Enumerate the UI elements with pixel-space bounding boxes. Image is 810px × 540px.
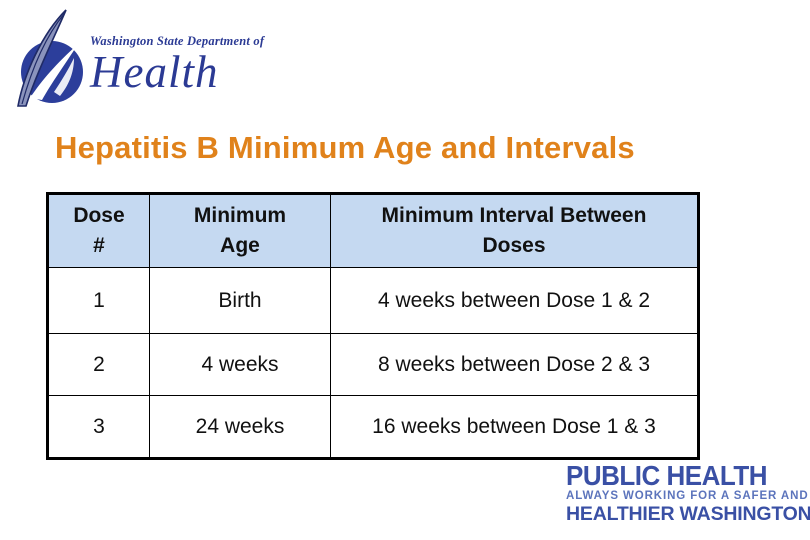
cell-minimum-age: Birth bbox=[149, 267, 331, 334]
column-header-minimum-interval: Minimum Interval Between Doses bbox=[330, 193, 699, 268]
doh-health-word: Health bbox=[90, 47, 219, 97]
column-header-dose-number: Dose # bbox=[47, 193, 150, 268]
doh-logo-text: Washington State Department of Health bbox=[90, 34, 265, 97]
cell-dose-number: 1 bbox=[47, 267, 150, 334]
table-row: 3 24 weeks 16 weeks between Dose 1 & 3 bbox=[47, 395, 699, 459]
table-row: 2 4 weeks 8 weeks between Dose 2 & 3 bbox=[47, 333, 699, 396]
doh-department-line: Washington State Department of bbox=[90, 34, 265, 48]
public-health-wordmark-line1: PUBLIC HEALTH bbox=[566, 459, 768, 492]
dose-schedule-table: Dose # Minimum Age Minimum Interval Betw… bbox=[46, 192, 700, 460]
table-row: 1 Birth 4 weeks between Dose 1 & 2 bbox=[47, 267, 699, 334]
cell-minimum-age: 4 weeks bbox=[149, 333, 331, 396]
page-title: Hepatitis B Minimum Age and Intervals bbox=[55, 130, 635, 165]
doh-emblem-icon bbox=[17, 9, 83, 107]
cell-minimum-interval: 8 weeks between Dose 2 & 3 bbox=[330, 333, 699, 396]
public-health-tagline: ALWAYS WORKING FOR A SAFER AND bbox=[566, 490, 809, 502]
cell-dose-number: 2 bbox=[47, 333, 150, 396]
cell-minimum-interval: 16 weeks between Dose 1 & 3 bbox=[330, 395, 699, 459]
cell-minimum-age: 24 weeks bbox=[149, 395, 331, 459]
table-header-row: Dose # Minimum Age Minimum Interval Betw… bbox=[47, 193, 699, 268]
cell-minimum-interval: 4 weeks between Dose 1 & 2 bbox=[330, 267, 699, 334]
public-health-wordmark-line3: HEALTHIER WASHINGTON bbox=[566, 502, 810, 525]
column-header-minimum-age: Minimum Age bbox=[149, 193, 331, 268]
public-health-logo: PUBLIC HEALTH ALWAYS WORKING FOR A SAFER… bbox=[566, 459, 810, 525]
doh-logo: Washington State Department of Health bbox=[8, 6, 265, 110]
cell-dose-number: 3 bbox=[47, 395, 150, 459]
